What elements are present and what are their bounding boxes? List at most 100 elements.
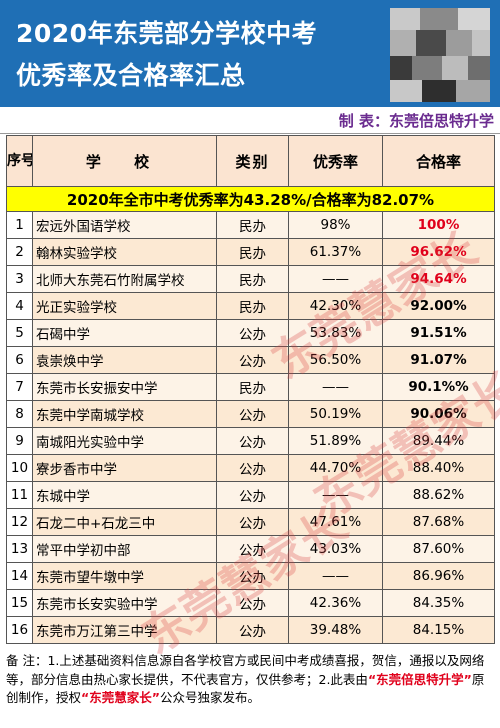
school-name: 东莞市长安实验中学 — [32, 589, 217, 617]
row-number: 14 — [6, 562, 33, 590]
school-name: 北师大东莞石竹附属学校 — [32, 265, 217, 293]
row-number: 12 — [6, 508, 33, 536]
blurred-avatar-image — [390, 8, 490, 102]
row-number: 8 — [6, 400, 33, 428]
row-number: 13 — [6, 535, 33, 563]
table-row: 14 东莞市望牛墩中学 公办 —— 86.96% — [6, 562, 495, 590]
row-number: 7 — [6, 373, 33, 401]
pass-rate: 100% — [382, 211, 495, 239]
column-header-no: 序号 — [6, 135, 33, 187]
excellent-rate: 56.50% — [288, 346, 383, 374]
school-name: 袁崇焕中学 — [32, 346, 217, 374]
pass-rate: 91.51% — [382, 319, 495, 347]
excellent-rate: —— — [288, 265, 383, 293]
row-number: 16 — [6, 616, 33, 644]
excellent-rate: 50.19% — [288, 400, 383, 428]
school-name: 宏远外国语学校 — [32, 211, 217, 239]
title-line-1: 2020年东莞部分学校中考 — [16, 19, 318, 48]
excellent-rate: 42.36% — [288, 589, 383, 617]
footnote-text-1: 备 注：1.上述基础资料信息源自各学校官方或民间中考成绩喜报，贺信，通报以及网络… — [6, 653, 485, 687]
table-row: 2 翰林实验学校 民办 61.37% 96.62% — [6, 238, 495, 266]
excellent-rate: 98% — [288, 211, 383, 239]
pass-rate: 89.44% — [382, 427, 495, 455]
table-row: 16 东莞市万江第三中学 公办 39.48% 84.15% — [6, 616, 495, 644]
school-type: 民办 — [216, 373, 289, 401]
table-row: 10 寮步香市中学 公办 44.70% 88.40% — [6, 454, 495, 482]
table-row: 1 宏远外国语学校 民办 98% 100% — [6, 211, 495, 239]
pass-rate: 87.68% — [382, 508, 495, 536]
row-number: 6 — [6, 346, 33, 374]
school-type: 公办 — [216, 427, 289, 455]
school-type: 民办 — [216, 265, 289, 293]
table-header-row: 序号 学 校 类别 优秀率 合格率 — [6, 135, 495, 187]
pass-rate: 92.00% — [382, 292, 495, 320]
byline-bar: 制 表：东莞倍思特升学 — [0, 107, 500, 134]
excellent-rate: —— — [288, 562, 383, 590]
pass-rate: 96.62% — [382, 238, 495, 266]
school-name: 翰林实验学校 — [32, 238, 217, 266]
excellent-rate: 39.48% — [288, 616, 383, 644]
citywide-summary-text: 2020年全市中考优秀率为43.28%/合格率为82.07% — [6, 186, 495, 212]
school-type: 公办 — [216, 508, 289, 536]
school-type: 公办 — [216, 616, 289, 644]
school-type: 公办 — [216, 589, 289, 617]
excellent-rate: 51.89% — [288, 427, 383, 455]
footnote-brand-2: “东莞慧家长” — [81, 690, 160, 705]
pass-rate: 91.07% — [382, 346, 495, 374]
column-header-school: 学 校 — [32, 135, 217, 187]
table-row: 6 袁崇焕中学 公办 56.50% 91.07% — [6, 346, 495, 374]
school-name: 南城阳光实验中学 — [32, 427, 217, 455]
school-name: 东莞市望牛墩中学 — [32, 562, 217, 590]
row-number: 4 — [6, 292, 33, 320]
school-type: 民办 — [216, 292, 289, 320]
table-row: 3 北师大东莞石竹附属学校 民办 —— 94.64% — [6, 265, 495, 293]
row-number: 1 — [6, 211, 33, 239]
row-number: 9 — [6, 427, 33, 455]
excellent-rate: —— — [288, 373, 383, 401]
school-name: 东莞中学南城学校 — [32, 400, 217, 428]
school-name: 常平中学初中部 — [32, 535, 217, 563]
results-table: 序号 学 校 类别 优秀率 合格率 2020年全市中考优秀率为43.28%/合格… — [6, 135, 495, 644]
school-name: 东城中学 — [32, 481, 217, 509]
footnote-text-2: 原创制作，授权 — [6, 671, 485, 706]
table-row: 5 石碣中学 公办 53.83% 91.51% — [6, 319, 495, 347]
school-type: 公办 — [216, 562, 289, 590]
table-row: 8 东莞中学南城学校 公办 50.19% 90.06% — [6, 400, 495, 428]
table-row: 11 东城中学 公办 —— 88.62% — [6, 481, 495, 509]
school-name: 光正实验学校 — [32, 292, 217, 320]
school-type: 民办 — [216, 211, 289, 239]
school-name: 寮步香市中学 — [32, 454, 217, 482]
school-name: 东莞市万江第三中学 — [32, 616, 217, 644]
school-type: 公办 — [216, 319, 289, 347]
table-row: 13 常平中学初中部 公办 43.03% 87.60% — [6, 535, 495, 563]
citywide-summary-row: 2020年全市中考优秀率为43.28%/合格率为82.07% — [6, 186, 495, 212]
footnote: 备 注：1.上述基础资料信息源自各学校官方或民间中考成绩喜报，贺信，通报以及网络… — [6, 652, 492, 708]
footnote-brand-1: “东莞倍思特升学” — [367, 671, 472, 687]
title-line-2: 优秀率及合格率汇总 — [16, 61, 246, 90]
school-type: 公办 — [216, 535, 289, 563]
school-type: 公办 — [216, 346, 289, 374]
column-header-type: 类别 — [216, 135, 289, 187]
pass-rate: 86.96% — [382, 562, 495, 590]
school-type: 公办 — [216, 400, 289, 428]
column-header-pass-rate: 合格率 — [382, 135, 495, 187]
table-row: 9 南城阳光实验中学 公办 51.89% 89.44% — [6, 427, 495, 455]
school-name: 石龙二中+石龙三中 — [32, 508, 217, 536]
pass-rate: 90.06% — [382, 400, 495, 428]
table-row: 12 石龙二中+石龙三中 公办 47.61% 87.68% — [6, 508, 495, 536]
table-row: 4 光正实验学校 民办 42.30% 92.00% — [6, 292, 495, 320]
byline-text: 制 表：东莞倍思特升学 — [338, 112, 494, 130]
excellent-rate: —— — [288, 481, 383, 509]
footnote-text-3: 公众号独家发布。 — [159, 690, 260, 705]
school-name: 石碣中学 — [32, 319, 217, 347]
pass-rate: 88.62% — [382, 481, 495, 509]
excellent-rate: 43.03% — [288, 535, 383, 563]
pass-rate: 88.40% — [382, 454, 495, 482]
pass-rate: 90.1%% — [382, 373, 495, 401]
header-banner: 2020年东莞部分学校中考 优秀率及合格率汇总 — [0, 0, 500, 107]
pass-rate: 84.35% — [382, 589, 495, 617]
row-number: 5 — [6, 319, 33, 347]
row-number: 3 — [6, 265, 33, 293]
pass-rate: 84.15% — [382, 616, 495, 644]
row-number: 11 — [6, 481, 33, 509]
